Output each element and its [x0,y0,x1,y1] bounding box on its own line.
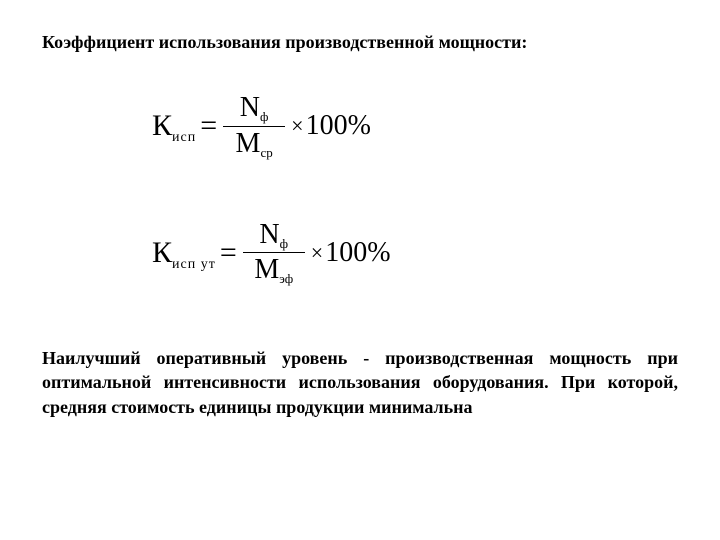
page-title: Коэффициент использования производственн… [42,32,678,53]
formula1-num-main: N [240,93,260,124]
formula2-num-main: N [259,220,279,251]
formula2-fraction: N ф M эф [243,220,305,287]
formula2-den-main: M [254,255,279,286]
formula-1: К исп = N ф M ср × 100% [152,93,678,160]
formula2-lhs-main: К [152,236,172,270]
definition-paragraph: Наилучший оперативный уровень - производ… [42,346,678,419]
formula1-fraction: N ф M ср [223,93,285,160]
formula1-denominator: M ср [228,129,281,160]
formula1-lhs: К исп [152,109,196,143]
formula2-numerator: N ф [251,220,296,251]
formula1-num-sub: ф [260,110,268,124]
formula2-num-sub: ф [280,237,288,251]
formula1-lhs-sub: исп [172,130,196,146]
formula2-fraction-line [243,252,305,253]
formula1-den-sub: ср [260,146,272,160]
formula-area: К исп = N ф M ср × 100% К исп ут = N ф [42,93,678,286]
formula-2: К исп ут = N ф M эф × 100% [152,220,678,287]
formula1-tail: 100% [306,110,371,142]
formula2-denominator: M эф [246,255,301,286]
formula2-times: × [311,240,323,266]
formula1-den-main: M [236,129,261,160]
formula2-lhs-sub: исп ут [172,257,216,273]
formula1-numerator: N ф [232,93,277,124]
formula1-lhs-main: К [152,109,172,143]
formula2-den-sub: эф [279,272,293,286]
formula2-lhs: К исп ут [152,236,216,270]
formula1-equals: = [200,109,217,143]
formula1-fraction-line [223,126,285,127]
formula2-equals: = [220,236,237,270]
formula2-tail: 100% [325,237,390,269]
formula1-times: × [291,113,303,139]
